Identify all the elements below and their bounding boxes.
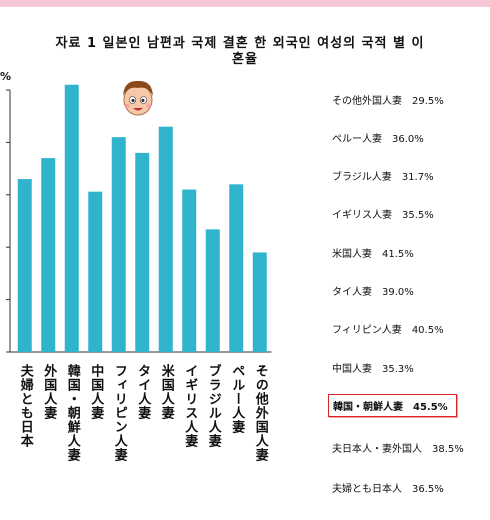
chart-title-line-2: 혼율 xyxy=(232,52,258,67)
value-list-value: 39.0% xyxy=(382,287,414,298)
x-tick-label: 韓国・朝鮮人妻 xyxy=(64,364,80,462)
value-list-label: タイ人妻 xyxy=(332,287,372,298)
value-list-value: 40.5% xyxy=(411,325,444,336)
x-tick-label: ブラジル人妻 xyxy=(205,364,221,448)
bar-4 xyxy=(88,191,103,352)
value-list-value: 36.5% xyxy=(412,484,444,495)
bar-8 xyxy=(182,189,197,352)
value-list-value: 35.5% xyxy=(402,210,434,221)
x-tick-label: 夫婦とも日本 xyxy=(17,364,33,448)
value-list-label: イギリス人妻 xyxy=(332,210,392,221)
value-list-item: 夫日本人・妻外国人 38.5% xyxy=(332,440,464,455)
x-tick-label: フィリピン人妻 xyxy=(111,364,127,462)
value-list-label: 夫日本人・妻外国人 xyxy=(332,444,422,455)
x-tick-label: イギリス人妻 xyxy=(182,364,198,448)
value-list-label: 中国人妻 xyxy=(332,364,372,375)
x-tick-label: タイ人妻 xyxy=(135,364,151,420)
value-list-item: 夫婦とも日本人 36.5% xyxy=(332,480,444,495)
value-list-item: ペルー人妻 36.0% xyxy=(332,130,424,145)
bar-chart xyxy=(6,84,272,353)
chart-title-line-1: 자료 1 일본인 남편과 국제 결혼 한 외국인 여성의 국적 별 이 xyxy=(55,36,425,51)
value-list-value: 31.7% xyxy=(401,172,434,183)
x-tick-label: その他外国人妻 xyxy=(252,364,268,462)
value-list-item: 米国人妻 41.5% xyxy=(332,245,414,260)
value-list-value: 36.0% xyxy=(392,134,424,145)
value-list-label: ペルー人妻 xyxy=(332,134,382,145)
x-tick-label: ペルー人妻 xyxy=(229,364,245,434)
bar-5 xyxy=(111,137,126,352)
bar-10 xyxy=(229,184,244,352)
x-tick-label: 外国人妻 xyxy=(41,364,57,420)
value-list-item: ブラジル人妻 31.7% xyxy=(332,168,434,183)
bar-9 xyxy=(205,229,220,352)
value-list-item-highlighted: 韓国・朝鮮人妻 45.5% xyxy=(328,394,457,417)
value-list-label: 米国人妻 xyxy=(332,249,372,260)
bar-11 xyxy=(252,252,267,352)
value-list-item: イギリス人妻 35.5% xyxy=(332,206,434,221)
x-tick-label: 米国人妻 xyxy=(158,364,174,420)
value-list-item: 中国人妻 35.3% xyxy=(332,360,414,375)
top-accent-bar xyxy=(0,0,490,7)
y-axis-unit: % xyxy=(0,70,12,83)
value-list-value: 35.3% xyxy=(382,364,414,375)
bar-1 xyxy=(17,179,32,352)
bar-7 xyxy=(158,126,173,353)
value-list-label: フィリピン人妻 xyxy=(332,325,402,336)
value-list-label: 韓国・朝鮮人妻 xyxy=(333,402,403,413)
value-list-label: その他外国人妻 xyxy=(332,96,402,107)
value-list-value: 38.5% xyxy=(432,444,464,455)
value-list-label: 夫婦とも日本人 xyxy=(332,484,402,495)
value-list-value: 41.5% xyxy=(382,249,414,260)
value-list-value: 45.5% xyxy=(413,402,448,413)
bar-3 xyxy=(64,84,79,352)
value-list-label: ブラジル人妻 xyxy=(332,172,392,183)
cartoon-face-icon xyxy=(123,80,153,116)
bar-6 xyxy=(135,152,150,352)
value-list-item: その他外国人妻 29.5% xyxy=(332,92,444,107)
value-list-item: フィリピン人妻 40.5% xyxy=(332,321,444,336)
value-list-item: タイ人妻 39.0% xyxy=(332,283,414,298)
x-tick-label: 中国人妻 xyxy=(88,364,104,420)
chart-title: 자료 1 일본인 남편과 국제 결혼 한 외국인 여성의 국적 별 이 혼율 xyxy=(0,36,490,68)
value-list-value: 29.5% xyxy=(412,96,444,107)
bar-2 xyxy=(41,158,56,352)
